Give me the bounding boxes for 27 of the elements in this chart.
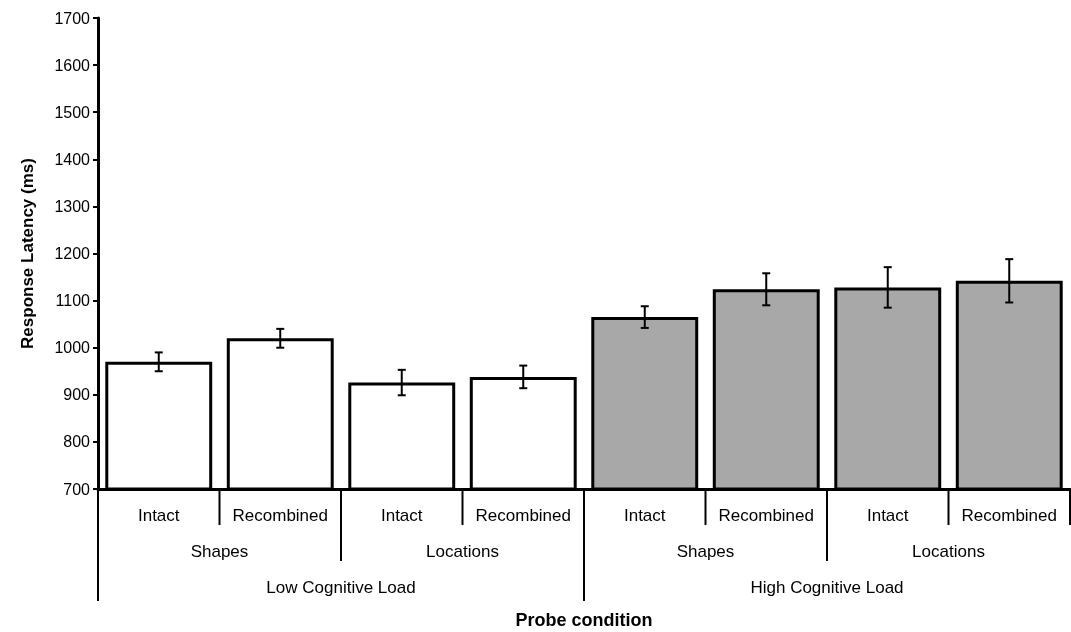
x-tick-label: Recombined — [475, 506, 571, 525]
y-tick-label: 1500 — [54, 103, 91, 121]
text: Shapes — [190, 541, 249, 561]
x-tick-label: Recombined — [961, 506, 1057, 525]
x-axis-title: Probe condition — [515, 610, 653, 630]
x-tick-label: Recombined — [232, 506, 328, 525]
x-tick-label: Intact — [137, 506, 180, 525]
x-tick-label: Intact — [380, 506, 423, 525]
text: Low Cognitive Load — [266, 577, 416, 597]
y-tick-label: 700 — [63, 480, 91, 498]
text: Locations — [912, 541, 985, 561]
y-tick-label: 1400 — [54, 150, 91, 168]
y-tick-label: 1200 — [54, 245, 91, 262]
text: Shapes — [676, 541, 735, 561]
y-tick-label: 1700 — [54, 9, 91, 27]
y-tick-label: 900 — [63, 386, 91, 404]
y-tick-label: 1000 — [54, 339, 91, 357]
y-axis-title: Response Latency (ms) — [18, 158, 37, 349]
y-tick-label: 800 — [63, 433, 91, 451]
x-tick-label: Intact — [623, 506, 666, 525]
text: High Cognitive Load — [750, 577, 904, 597]
y-tick-label: 1300 — [54, 197, 91, 215]
x-tick-label: Intact — [866, 506, 909, 525]
y-tick-label: 1100 — [55, 292, 91, 310]
y-tick-label: 1600 — [54, 56, 91, 74]
x-tick-label: Recombined — [718, 506, 814, 525]
text: Locations — [426, 541, 499, 561]
